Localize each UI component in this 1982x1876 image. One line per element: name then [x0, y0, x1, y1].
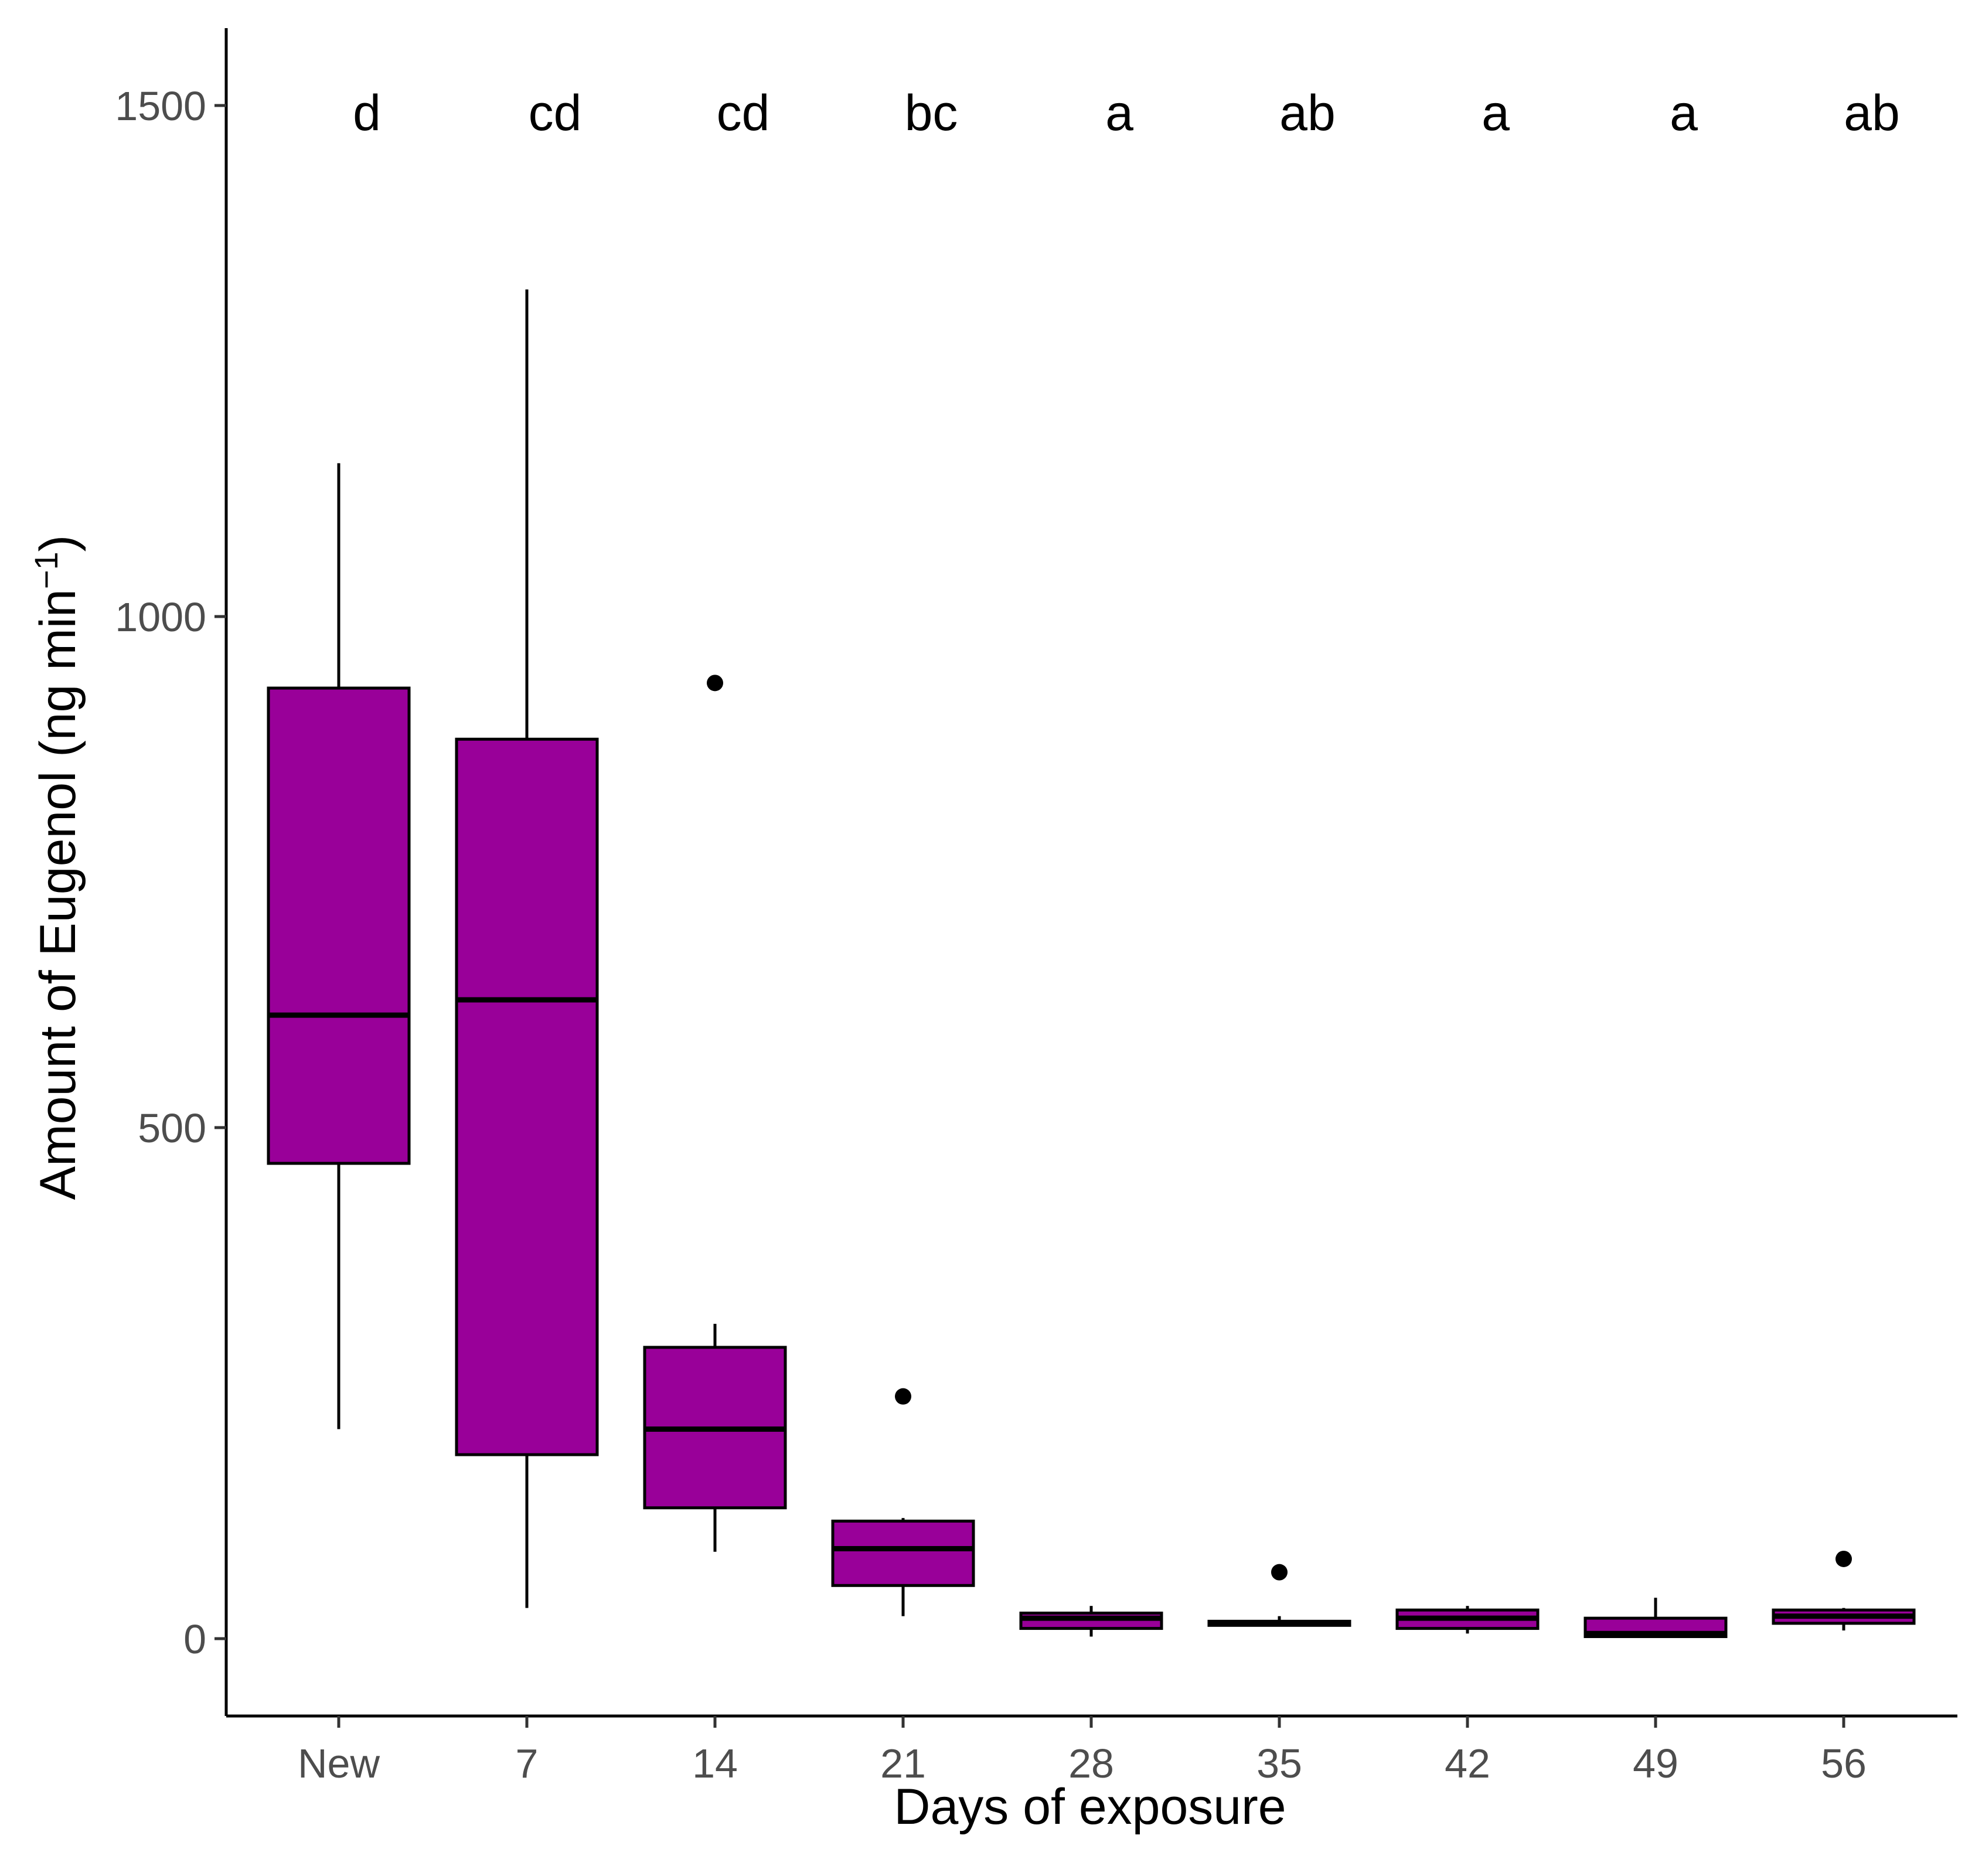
significance-letter: a — [1482, 85, 1510, 141]
box-group — [1772, 1550, 1916, 1631]
x-tick-label: 14 — [692, 1741, 738, 1786]
outlier-point — [1271, 1564, 1288, 1581]
x-tick-label: 21 — [880, 1741, 926, 1786]
box-group — [1019, 1606, 1163, 1637]
significance-letter: a — [1670, 85, 1698, 141]
box-group — [1207, 1564, 1351, 1627]
y-axis-title: Amount of Eugenol (ng min−1) — [28, 535, 86, 1200]
x-tick-label: New — [298, 1741, 380, 1786]
significance-letter: bc — [905, 85, 958, 141]
outlier-point — [895, 1388, 911, 1405]
significance-letter: cd — [717, 85, 770, 141]
significance-letter: cd — [529, 85, 582, 141]
box-iqr — [831, 1519, 975, 1587]
x-tick-label: 42 — [1445, 1741, 1490, 1786]
x-tick-label: 35 — [1256, 1741, 1302, 1786]
box-group — [267, 463, 411, 1429]
y-axis-title-main: Amount of Eugenol (ng min — [30, 589, 86, 1200]
y-tick-label: 500 — [138, 1105, 206, 1151]
box-group — [455, 289, 599, 1608]
y-tick-label: 1500 — [115, 83, 206, 129]
y-axis-title-superscript: −1 — [28, 551, 64, 589]
x-tick-label: 49 — [1633, 1741, 1678, 1786]
box-series — [267, 289, 1916, 1639]
significance-letter: d — [353, 85, 381, 141]
x-tick-label: 7 — [516, 1741, 539, 1786]
axes: 0 500 1000 1500 New 7 14 21 28 35 42 49 56 — [115, 28, 1957, 1786]
significance-letter: a — [1105, 85, 1133, 141]
x-tick-label: 28 — [1068, 1741, 1114, 1786]
significance-letters: d cd cd bc a ab a a ab — [353, 85, 1900, 141]
significance-letter: ab — [1279, 85, 1336, 141]
y-tick-label: 1000 — [115, 594, 206, 640]
outlier-point — [1835, 1550, 1852, 1567]
box-iqr — [267, 686, 411, 1165]
box-group — [643, 675, 787, 1552]
y-axis-title-close: ) — [30, 535, 86, 552]
box-group — [831, 1388, 975, 1616]
y-tick-label: 0 — [183, 1616, 206, 1662]
box-group — [1583, 1598, 1728, 1639]
box-group — [1395, 1606, 1540, 1634]
outlier-point — [707, 675, 723, 692]
significance-letter: ab — [1844, 85, 1900, 141]
x-tick-label: 56 — [1821, 1741, 1867, 1786]
x-axis-title: Days of exposure — [894, 1779, 1286, 1835]
box-iqr — [455, 737, 599, 1456]
